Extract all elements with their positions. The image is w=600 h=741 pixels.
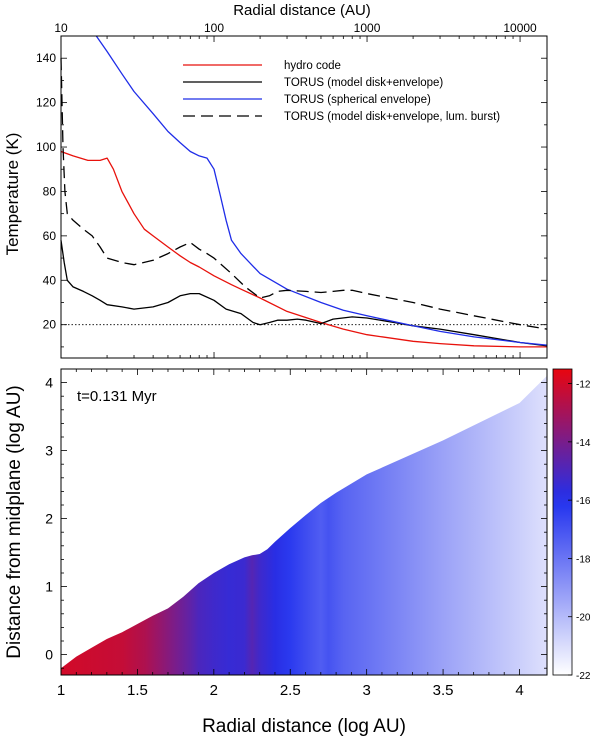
top-y-axis-label: Temperature (K) xyxy=(3,133,22,256)
top-x-axis-label: Radial distance (AU) xyxy=(233,2,371,19)
bottom-x-axis-label: Radial distance (log AU) xyxy=(202,716,406,737)
series-line-4 xyxy=(60,58,548,330)
bottom-y-tick-label: 4 xyxy=(45,375,53,391)
colorbar-tick-label: -18 xyxy=(576,554,591,565)
bottom-y-tick-label: 0 xyxy=(45,647,53,663)
bottom-x-tick-label: 3 xyxy=(362,682,370,699)
bottom-plot-frame xyxy=(60,368,548,676)
legend: hydro code TORUS (model disk+envelope) TOR… xyxy=(183,60,500,123)
colorbar xyxy=(552,368,573,676)
top-y-tick-label: 20 xyxy=(43,318,57,332)
bottom-x-tick-label: 1 xyxy=(57,682,65,699)
legend-label: hydro code xyxy=(284,60,341,72)
top-x-tick-label: 1000 xyxy=(354,21,381,35)
bottom-x-tick-label: 3.5 xyxy=(433,682,454,699)
top-y-tick-label: 80 xyxy=(43,184,57,198)
bottom-y-tick-label: 1 xyxy=(45,579,53,595)
top-y-ticks: 20 40 60 80 100 120 140 xyxy=(36,35,547,348)
bottom-x-tick-label: 1.5 xyxy=(127,682,148,699)
top-x-tick-label: 100 xyxy=(204,21,224,35)
top-plot-frame xyxy=(60,35,548,359)
density-map: t=0.131 Myr 1 1.5 2 2.5 3 3.5 4 0 1 2 3 4 Radial d… xyxy=(4,368,591,737)
temperature-chart: Radial distance (AU) 10 100 1000 10000 20 40… xyxy=(3,2,548,359)
series-line-3 xyxy=(95,35,548,346)
top-x-tick-label: 10000 xyxy=(503,21,537,35)
top-x-tick-label: 10 xyxy=(54,21,68,35)
time-annotation: t=0.131 Myr xyxy=(77,388,157,405)
top-x-ticks: 10 100 1000 10000 xyxy=(54,21,537,358)
legend-label: TORUS (model disk+envelope, lum. burst) xyxy=(284,111,500,123)
colorbar-tick-label: -20 xyxy=(576,613,591,624)
bottom-x-tick-label: 2.5 xyxy=(280,682,301,699)
colorbar-tick-label: -16 xyxy=(576,496,591,507)
series-lines xyxy=(60,35,548,348)
top-y-tick-label: 140 xyxy=(36,51,56,65)
colorbar-tick-label: -14 xyxy=(576,438,591,449)
colorbar-tick-label: -12 xyxy=(576,380,591,391)
top-y-tick-label: 40 xyxy=(43,273,57,287)
legend-label: TORUS (spherical envelope) xyxy=(284,94,431,106)
legend-label: TORUS (model disk+envelope) xyxy=(284,77,443,89)
colorbar-tick-label: -22 xyxy=(576,671,591,682)
series-line-2 xyxy=(60,240,548,347)
top-y-tick-label: 60 xyxy=(43,229,57,243)
bottom-y-axis-label: Distance from midplane (log AU) xyxy=(4,385,25,659)
series-line-1 xyxy=(60,150,547,348)
bottom-y-tick-label: 2 xyxy=(45,511,53,527)
top-y-tick-label: 120 xyxy=(36,96,56,110)
bottom-x-tick-label: 2 xyxy=(210,682,218,699)
density-region xyxy=(61,375,547,675)
bottom-x-tick-label: 4 xyxy=(515,682,523,699)
top-y-tick-label: 100 xyxy=(36,140,56,154)
colorbar-ticks: -12 -14 -16 -18 -20 -22 xyxy=(568,380,591,682)
bottom-y-tick-label: 3 xyxy=(45,443,53,459)
